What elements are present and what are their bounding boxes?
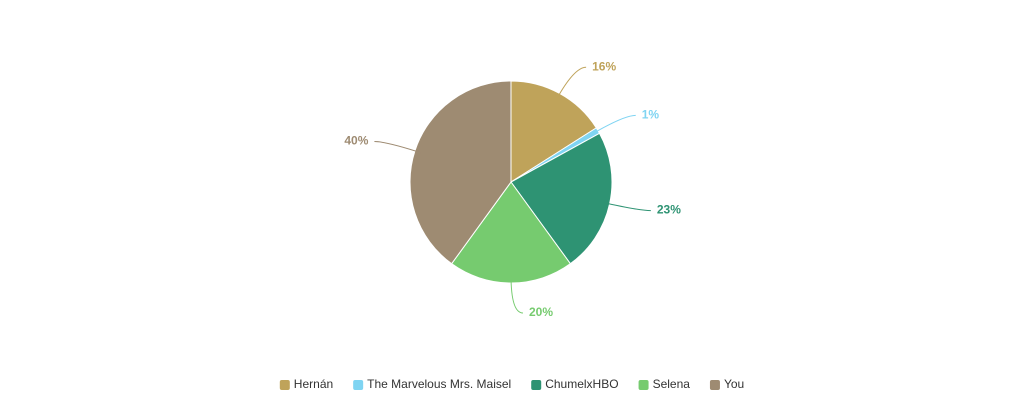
legend-label: The Marvelous Mrs. Maisel (367, 377, 511, 391)
legend-label: You (724, 377, 744, 391)
legend-swatch (353, 380, 364, 390)
legend-item[interactable]: ChumelxHBO (531, 377, 619, 391)
value-label: 40% (344, 134, 368, 148)
legend-swatch (531, 380, 542, 390)
label-connector (374, 141, 423, 154)
value-label: 16% (592, 59, 616, 73)
value-label: 23% (657, 203, 681, 217)
label-connector (555, 66, 587, 101)
legend-swatch (709, 380, 720, 390)
value-label: 20% (529, 305, 553, 319)
legend-item[interactable]: You (709, 377, 744, 391)
label-connector (601, 201, 651, 212)
legend: Hernán The Marvelous Mrs. Maisel ChumelxHB… (279, 377, 744, 391)
legend-item[interactable]: Selena (638, 377, 691, 391)
legend-swatch (279, 380, 290, 390)
legend-label: Hernán (294, 377, 333, 391)
value-label: 1% (642, 107, 660, 121)
legend-label: Selena (653, 377, 691, 391)
label-connector (510, 274, 524, 314)
legend-item[interactable]: Hernán (279, 377, 333, 391)
legend-item[interactable]: The Marvelous Mrs. Maisel (353, 377, 511, 391)
legend-swatch (638, 380, 649, 390)
legend-label: ChumelxHBO (545, 377, 618, 391)
label-connector (590, 114, 636, 136)
